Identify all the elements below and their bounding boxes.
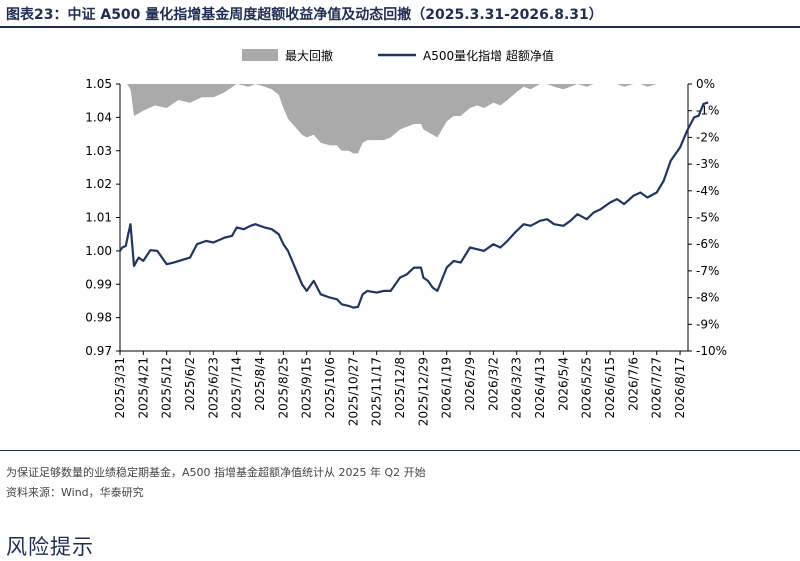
x-tick-label: 2026/7/6 [626,357,640,411]
y-right-tick-label: -2% [696,130,719,144]
y-right-tick-label: -10% [696,344,727,358]
y-right-tick-label: -3% [696,157,719,171]
y-right-tick-label: 0% [696,77,715,91]
x-tick-label: 2026/8/17 [673,357,687,419]
x-tick-label: 2026/7/27 [650,357,664,419]
drawdown-area [120,84,709,154]
x-tick-label: 2026/3/23 [510,357,524,419]
x-tick-label: 2025/3/31 [113,357,127,419]
x-tick-label: 2026/1/19 [440,357,454,419]
x-tick-label: 2026/6/15 [603,357,617,419]
x-tick-label: 2025/10/6 [323,357,337,419]
y-left-tick-label: 0.98 [85,311,112,325]
x-tick-label: 2025/6/2 [183,357,197,411]
x-tick-label: 2025/5/12 [160,357,174,419]
x-tick-label: 2025/7/14 [230,357,244,419]
x-tick-label: 2025/8/25 [276,357,290,419]
nav-drawdown-chart: 0.97 0.98 0.99 1.00 1.01 1.02 1.03 1.04 1.05 0% -1… [85,48,727,426]
y-left-tick-label: 0.99 [85,277,112,291]
section-title-risk: 风险提示 [6,535,94,559]
legend-label-drawdown: 最大回撤 [285,48,333,63]
footer-rule [0,450,800,451]
y-right-tick-label: -7% [696,264,719,278]
x-tick-label: 2025/12/8 [393,357,407,419]
y-left-tick-label: 1.02 [85,177,112,191]
y-right-tick-label: -6% [696,237,719,251]
caption-prefix: 图表23： [6,7,68,23]
y-right-tick-label: -9% [696,317,719,331]
y-right-tick-label: -5% [696,211,719,225]
y-left-tick-label: 1.03 [85,144,112,158]
x-tick-label: 2025/11/17 [370,357,384,426]
y-right-tick-label: -4% [696,184,719,198]
chart-source: 资料来源：Wind，华泰研究 [6,486,144,499]
nav-line [119,101,709,309]
y-right-tick-label: -8% [696,291,719,305]
y-left-tick-label: 1.04 [85,110,112,124]
x-tick-label: 2026/4/13 [533,357,547,419]
x-tick-label: 2026/5/4 [556,357,570,411]
chart-caption: 图表23：中证 A500 量化指增基金周度超额收益净值及动态回撤（2025.3.… [6,4,603,24]
x-tick-label: 2025/4/21 [136,357,150,419]
caption-title: 中证 A500 量化指增基金周度超额收益净值及动态回撤（2025.3.31-20… [67,7,603,23]
x-tick-label: 2026/2/9 [463,357,477,411]
x-tick-label: 2025/9/15 [300,357,314,419]
x-tick-label: 2025/6/23 [206,357,220,419]
x-tick-label: 2025/10/27 [346,357,360,426]
legend-swatch-drawdown [242,49,278,61]
caption-rule [0,26,800,28]
x-tick-label: 2025/12/29 [416,357,430,426]
legend-label-nav: A500量化指增 超额净值 [423,48,554,63]
y-left-tick-label: 1.00 [85,244,112,258]
y-left-tick-label: 1.01 [85,211,112,225]
x-tick-label: 2026/3/2 [486,357,500,411]
y-left-tick-label: 1.05 [85,77,112,91]
x-tick-label: 2025/8/4 [253,357,267,411]
y-left-tick-label: 0.97 [85,344,112,358]
chart-note: 为保证足够数量的业绩稳定期基金，A500 指增基金超额净值统计从 2025 年 … [6,466,426,479]
x-tick-label: 2026/5/25 [580,357,594,419]
